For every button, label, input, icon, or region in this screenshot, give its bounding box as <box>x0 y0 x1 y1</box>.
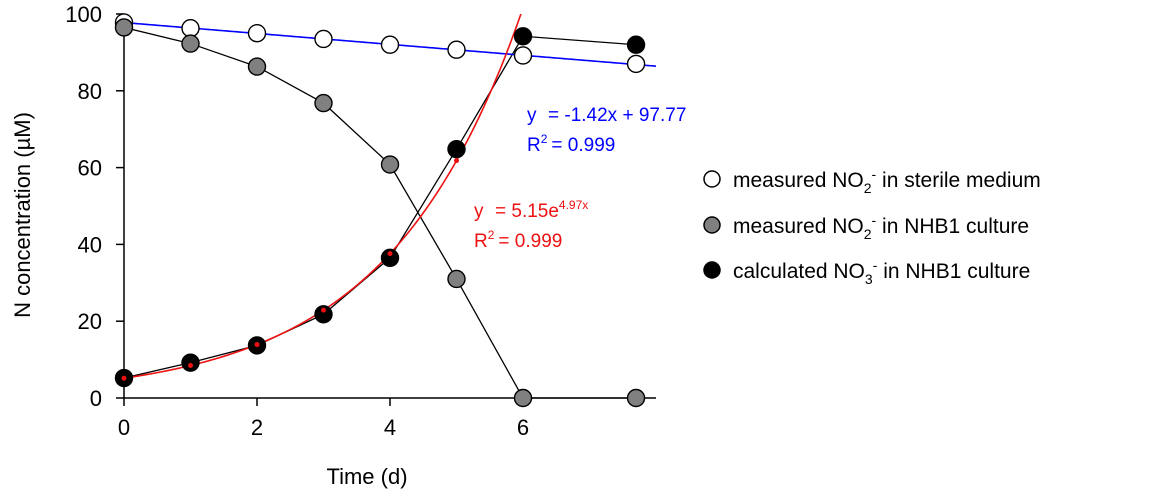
linear-r2-label: R <box>527 135 541 156</box>
linear-r2-value: = 0.999 <box>551 135 615 156</box>
exp-fit-equation: y = 5.15e4.97x R2 = 0.999 <box>474 198 588 252</box>
point-series-0 <box>380 35 400 54</box>
point-series-1 <box>181 34 200 53</box>
point-series-2 <box>181 353 200 372</box>
fit-dot <box>321 307 326 313</box>
legend-item-sterile: measured NO2- in sterile medium <box>703 166 1041 196</box>
point-series-2 <box>626 35 646 54</box>
svg-text:R2= 0.999: R2 = 0.999 <box>527 132 615 156</box>
svg-text:y = 5.15e4.97x: y = 5.15e4.97x <box>474 198 588 222</box>
fit-dot <box>454 158 459 164</box>
y-tick-label: 100 <box>65 2 102 27</box>
svg-text:y = -1.42x + 97.77: y = -1.42x + 97.77 <box>527 105 686 126</box>
fit-dots <box>121 158 459 381</box>
point-series-2 <box>314 305 333 324</box>
y-tick-label: 60 <box>78 156 102 181</box>
point-series-0 <box>247 24 267 43</box>
legend-marker-nhb1-no2 <box>703 216 721 234</box>
exp-r2-value: = 0.999 <box>498 231 562 252</box>
y-tick-label: 0 <box>90 386 102 411</box>
legend-item-nhb1-no3: calculated NO3- in NHB1 culture <box>703 257 1030 287</box>
series-line-1 <box>123 26 637 399</box>
exp-eq-exponent: 4.97x <box>559 198 588 212</box>
svg-text:R2= 0.999: R2 = 0.999 <box>474 228 562 252</box>
fit-dot <box>387 251 393 257</box>
point-series-1 <box>447 269 466 289</box>
fit-dot <box>188 362 193 368</box>
y-tick-label: 80 <box>78 79 102 104</box>
x-axis-title: Time (d) <box>326 464 407 489</box>
point-series-1 <box>247 57 267 76</box>
y-tick-label: 40 <box>78 232 102 257</box>
point-series-0 <box>447 40 466 59</box>
point-series-0 <box>314 29 333 49</box>
fit-dot <box>121 375 127 381</box>
exp-r2-sup: 2 <box>488 228 495 242</box>
legend-label-sterile: measured NO2- in sterile medium <box>733 166 1041 196</box>
point-series-2 <box>380 248 400 268</box>
point-series-1 <box>626 388 646 408</box>
exp-r2-label: R <box>474 231 488 252</box>
legend-marker-nhb1-no3 <box>703 261 721 279</box>
y-tick-label: 20 <box>78 309 102 334</box>
linear-r2-sup: 2 <box>541 132 548 146</box>
point-series-0 <box>513 46 533 65</box>
legend-item-nhb1-no2: measured NO2- in NHB1 culture <box>703 212 1029 242</box>
linear-fit-equation: y = -1.42x + 97.77 R2 = 0.999 <box>527 105 686 156</box>
x-tick-label: 2 <box>251 415 263 440</box>
point-series-0 <box>181 19 200 38</box>
point-series-2 <box>513 27 533 46</box>
exp-eq-rhs: = 5.15e <box>495 201 559 222</box>
series-lines <box>123 26 637 399</box>
point-series-1 <box>314 93 333 113</box>
legend: measured NO2- in sterile medium measured… <box>703 166 1041 287</box>
point-series-0 <box>626 54 646 74</box>
legend-label-nhb1-no3: calculated NO3- in NHB1 culture <box>733 257 1030 287</box>
x-tick-label: 4 <box>384 415 396 440</box>
legend-label-nhb1-no2: measured NO2- in NHB1 culture <box>733 212 1029 242</box>
x-tick-label: 0 <box>118 415 130 440</box>
point-series-1 <box>114 18 134 37</box>
x-ticks: 0 2 4 6 <box>118 398 529 440</box>
legend-marker-sterile <box>703 170 721 188</box>
fit-dot <box>254 342 260 348</box>
y-ticks: 0 20 40 60 80 100 <box>65 2 124 411</box>
point-series-1 <box>380 155 400 174</box>
exp-eq-y: y <box>474 201 484 222</box>
markers <box>114 13 646 408</box>
y-axis-title: N concentration (µM) <box>10 112 35 318</box>
point-series-1 <box>513 388 533 408</box>
x-tick-label: 6 <box>517 415 529 440</box>
linear-eq-y: y <box>527 105 537 126</box>
point-series-2 <box>447 139 466 159</box>
linear-eq-rhs: = -1.42x + 97.77 <box>548 105 686 126</box>
fit-lines <box>124 14 656 380</box>
